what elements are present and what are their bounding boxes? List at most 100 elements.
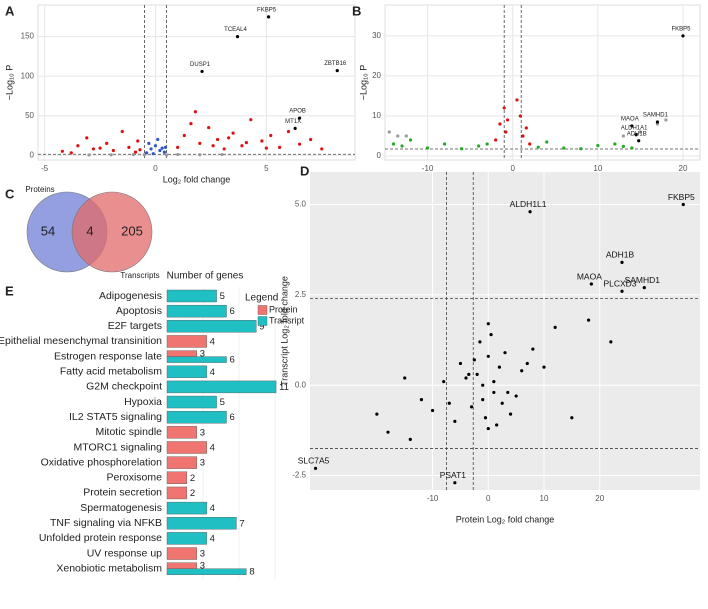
x-tick-label: 0	[486, 494, 491, 503]
point	[391, 142, 396, 146]
value-label: 8	[249, 567, 254, 578]
point	[542, 365, 546, 369]
point	[211, 144, 215, 148]
set-name: Transcripts	[120, 271, 159, 280]
point-label: SAMHD1	[643, 113, 669, 119]
point-label: ALDH1A1	[621, 125, 648, 131]
point	[403, 376, 407, 380]
y-tick-label: 30	[372, 31, 381, 40]
point	[469, 405, 474, 409]
value-label: 5	[220, 291, 225, 302]
point	[176, 145, 180, 149]
y-tick-label: 0	[30, 150, 35, 159]
bar	[166, 456, 197, 469]
x-tick-label: 20	[595, 494, 604, 503]
labeled-point	[335, 69, 339, 73]
bar	[166, 547, 197, 560]
category-label: Peroxisome	[107, 472, 163, 484]
bar	[166, 517, 237, 530]
category-label: Unfolded protein response	[39, 532, 162, 544]
point	[630, 146, 634, 150]
y-tick-label: 10	[372, 111, 381, 120]
point	[472, 358, 476, 362]
point	[215, 137, 220, 142]
point	[151, 152, 155, 156]
point	[309, 137, 313, 142]
point	[193, 110, 197, 114]
point	[375, 412, 379, 416]
point	[98, 146, 102, 150]
x-tick-label: 10	[540, 494, 549, 503]
point	[198, 153, 202, 157]
point	[492, 390, 496, 395]
point	[518, 114, 522, 118]
point	[497, 365, 502, 369]
point	[85, 136, 89, 140]
point	[495, 423, 499, 427]
legend-label: Protein	[269, 304, 298, 314]
category-label: UV response up	[87, 547, 162, 559]
labeled-point	[453, 481, 457, 485]
labeled-point	[620, 289, 624, 293]
point	[227, 136, 231, 140]
x-tick-label: 0	[153, 164, 158, 173]
bar	[166, 320, 257, 333]
point	[260, 139, 264, 143]
x-axis-label: Protein Log₂ fold change	[456, 514, 555, 524]
y-tick-label: 0.0	[295, 380, 307, 389]
y-axis-label: Transcript Log₂ fold change	[279, 276, 289, 386]
point	[514, 394, 518, 398]
point	[467, 372, 471, 376]
chart-title: Number of genes	[167, 271, 244, 282]
point-label: SAMHD1	[625, 275, 661, 285]
point	[525, 361, 529, 366]
point	[481, 383, 485, 387]
category-label: Xenobiotic metabolism	[56, 562, 162, 574]
value-label: 6	[230, 355, 235, 366]
point	[176, 152, 180, 157]
point	[133, 150, 138, 154]
point	[515, 98, 519, 102]
legend-title: Legend	[245, 293, 278, 304]
x-tick-label: 0	[510, 164, 515, 173]
point	[425, 146, 430, 150]
point	[264, 146, 268, 150]
point	[408, 138, 413, 142]
point	[500, 401, 504, 405]
point	[442, 379, 446, 384]
point	[506, 390, 510, 395]
bar	[166, 380, 277, 394]
point	[486, 426, 490, 431]
y-tick-label: -2.5	[292, 471, 306, 480]
point	[609, 340, 613, 344]
panel-letter: A	[5, 3, 15, 18]
point	[503, 351, 507, 355]
plot-background	[384, 4, 701, 161]
point	[570, 416, 574, 420]
value-label: 3	[200, 349, 205, 360]
bar	[166, 356, 227, 363]
point	[138, 148, 142, 152]
value-label: 5	[220, 397, 225, 408]
category-label: Epithelial mesenchymal transinition	[0, 335, 162, 347]
labeled-point	[630, 124, 634, 128]
point	[91, 147, 96, 151]
point	[120, 129, 124, 134]
value-label: 2	[190, 473, 195, 484]
point-label: ZBTB16	[324, 61, 347, 67]
x-axis-label: Log₂ fold change	[163, 174, 231, 184]
point	[111, 148, 115, 153]
point-label: FKBP5	[671, 26, 691, 32]
point	[153, 144, 158, 148]
x-tick-label: 5	[264, 164, 269, 173]
point	[158, 148, 162, 153]
value-label: 2	[190, 488, 195, 499]
point	[249, 118, 253, 122]
point	[579, 147, 583, 151]
y-tick-label: 50	[25, 111, 34, 120]
point	[60, 149, 64, 153]
point	[458, 361, 463, 366]
category-label: Protein secretion	[83, 487, 162, 499]
point	[396, 134, 400, 138]
